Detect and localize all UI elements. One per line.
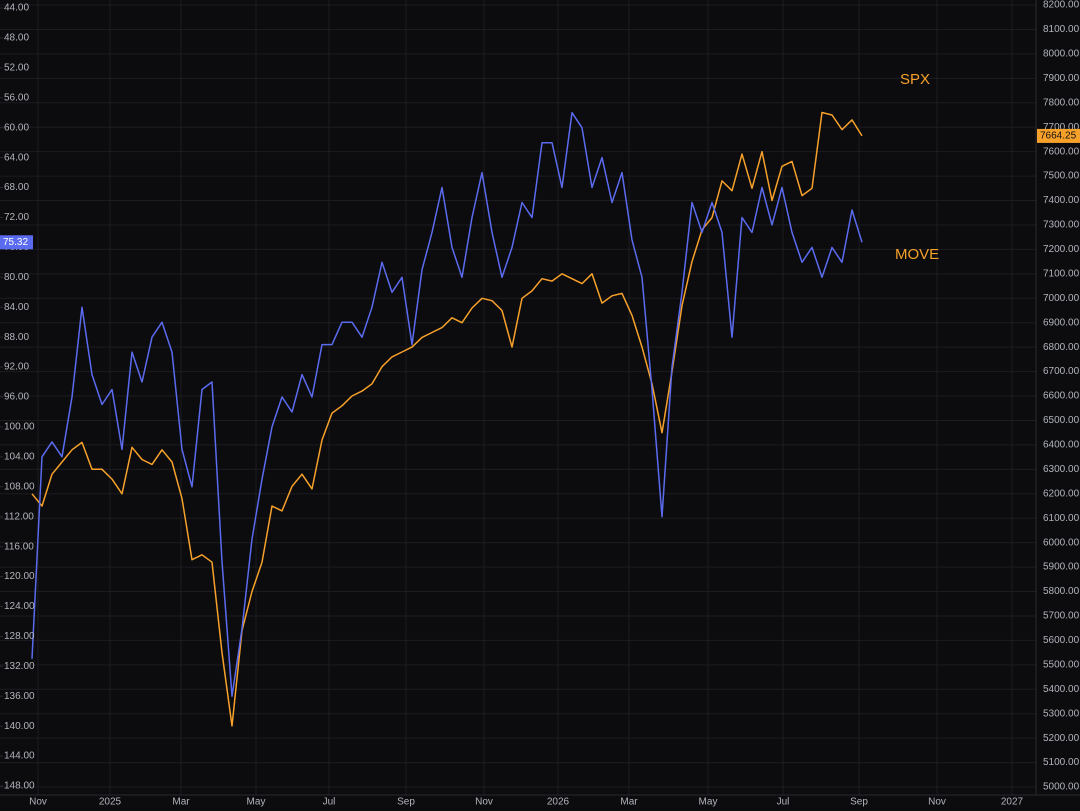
y-tick-label: 128.00 [4, 631, 35, 642]
y-tick-label: 64.00 [4, 152, 29, 163]
x-tick-label: Mar [620, 797, 638, 808]
series-line [31, 111, 863, 727]
y-tick-label: 140.00 [4, 721, 35, 732]
plot-area: SPX MOVE [31, 71, 939, 727]
y-tick-label: 88.00 [4, 332, 29, 343]
x-tick-label: 2026 [547, 797, 570, 808]
y2-tick-label: 8200.00 [1043, 0, 1080, 11]
y-tick-label: 92.00 [4, 362, 29, 373]
y2-tick-label: 7600.00 [1043, 146, 1080, 157]
y-tick-label: 112.00 [4, 511, 34, 522]
y-tick-label: 120.00 [4, 571, 35, 582]
y-tick-label: 124.00 [4, 601, 35, 612]
y2-tick-label: 6400.00 [1043, 440, 1080, 451]
series-annotation: MOVE [895, 246, 939, 263]
y2-tick-label: 6800.00 [1043, 342, 1080, 353]
y-tick-label: 68.00 [4, 182, 29, 193]
x-tick-label: May [699, 797, 718, 808]
y2-tick-label: 6200.00 [1043, 488, 1080, 499]
x-tick-label: Jul [323, 797, 336, 808]
x-tick-label: May [247, 797, 266, 808]
y2-tick-label: 7300.00 [1043, 220, 1080, 231]
y-tick-label: 56.00 [4, 92, 29, 103]
y-tick-label: 44.00 [4, 3, 29, 14]
y2-tick-label: 7800.00 [1043, 97, 1080, 108]
y-tick-label: 144.00 [4, 751, 35, 762]
y2-tick-label: 6900.00 [1043, 317, 1080, 328]
y2-tick-label: 6300.00 [1043, 464, 1080, 475]
y-tick-label: 52.00 [4, 62, 29, 73]
y2-tick-label: 5400.00 [1043, 684, 1080, 695]
y-tick-label: 84.00 [4, 302, 29, 313]
y-tick-label: 80.00 [4, 272, 29, 283]
y2-tick-label: 5800.00 [1043, 586, 1080, 597]
grid [0, 0, 1036, 795]
y2-tick-label: 6700.00 [1043, 366, 1080, 377]
y2-tick-label: 6100.00 [1043, 513, 1080, 524]
x-tick-label: Nov [475, 797, 493, 808]
y2-tick-label: 7100.00 [1043, 268, 1080, 279]
y-tick-label: 100.00 [4, 422, 35, 433]
x-tick-label: Nov [29, 797, 47, 808]
y2-tick-label: 7900.00 [1043, 73, 1080, 84]
last-value-label: 75.32 [3, 237, 28, 248]
y2-tick-label: 5700.00 [1043, 611, 1080, 622]
y2-tick-label: 7200.00 [1043, 244, 1080, 255]
y2-tick-label: 5900.00 [1043, 562, 1080, 573]
last-value-badge [1037, 128, 1080, 143]
y2-tick-label: 8000.00 [1043, 49, 1080, 60]
x-tick-label: Sep [850, 797, 868, 808]
x-tick-label: 2025 [99, 797, 122, 808]
y-tick-label: 136.00 [4, 691, 35, 702]
y2-tick-label: 5500.00 [1043, 659, 1080, 670]
y-tick-label: 48.00 [4, 33, 29, 44]
x-tick-label: 2027 [1001, 797, 1024, 808]
y2-tick-label: 7000.00 [1043, 293, 1080, 304]
last-value-label: 7664.25 [1040, 131, 1077, 142]
y-tick-label: 60.00 [4, 122, 29, 133]
y2-tick-label: 6500.00 [1043, 415, 1080, 426]
y2-tick-label: 5200.00 [1043, 733, 1080, 744]
y2-tick-label: 5600.00 [1043, 635, 1080, 646]
y2-tick-label: 7400.00 [1043, 195, 1080, 206]
y2-tick-label: 5100.00 [1043, 757, 1080, 768]
y2-tick-label: 5000.00 [1043, 782, 1080, 793]
x-tick-label: Jul [777, 797, 790, 808]
series-line [31, 111, 863, 697]
y2-tick-label: 8100.00 [1043, 24, 1080, 35]
y-tick-label: 72.00 [4, 212, 29, 223]
series-annotation: SPX [900, 71, 930, 88]
x-tick-label: Sep [397, 797, 415, 808]
y2-tick-label: 5300.00 [1043, 708, 1080, 719]
y-tick-label: 108.00 [4, 481, 35, 492]
x-tick-label: Mar [172, 797, 190, 808]
y2-tick-label: 7700.00 [1043, 122, 1080, 133]
y-tick-label: 148.00 [4, 781, 35, 792]
y-tick-label: 104.00 [4, 451, 35, 462]
y-tick-label: 116.00 [4, 541, 34, 552]
x-tick-label: Nov [928, 797, 946, 808]
y2-tick-label: 6600.00 [1043, 391, 1080, 402]
y2-tick-label: 7500.00 [1043, 171, 1080, 182]
y-tick-label: 132.00 [4, 661, 35, 672]
last-value-badge [0, 235, 33, 250]
y2-tick-label: 6000.00 [1043, 537, 1080, 548]
y-tick-label: 96.00 [4, 392, 29, 403]
